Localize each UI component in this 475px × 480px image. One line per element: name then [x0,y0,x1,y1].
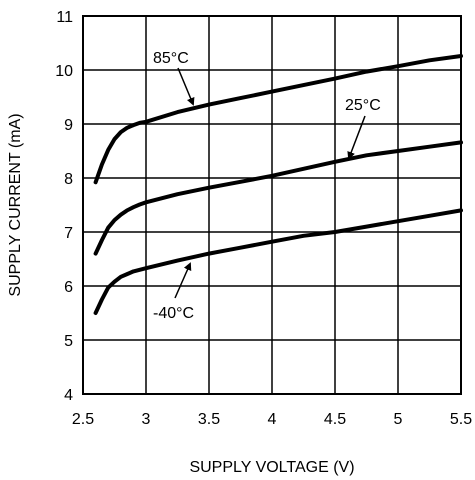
x-tick-label: 4.5 [324,411,346,428]
y-tick-label: 9 [64,117,73,134]
plot-frame [82,15,462,395]
y-axis-label: SUPPLY CURRENT (mA) [7,113,24,296]
x-tick-label: 5 [394,411,403,428]
arrow-minus40c [174,262,192,299]
y-tick-label: 10 [55,63,73,80]
annotations: 85°C 25°C -40°C [153,50,381,322]
series-lines [93,54,463,315]
x-axis-label: SUPPLY VOLTAGE (V) [189,459,354,476]
y-tick-label: 6 [64,279,73,296]
y-tick-label: 5 [64,333,73,350]
label-25c: 25°C [345,97,381,114]
y-tick-label: 7 [64,225,73,242]
series-line-0 [93,54,463,185]
x-tick-labels: 2.5 3 3.5 4 4.5 5 5.5 [72,411,472,428]
y-tick-label: 4 [64,387,73,404]
x-tick-label: 4 [268,411,277,428]
x-tick-label: 3 [142,411,151,428]
series-line-2 [93,208,463,315]
x-tick-label: 5.5 [450,411,472,428]
arrow-25c [347,115,366,160]
x-tick-label: 2.5 [72,411,94,428]
x-tick-label: 3.5 [198,411,220,428]
y-tick-label: 8 [64,171,73,188]
label-85c: 85°C [153,50,189,67]
y-tick-labels: 4 5 6 7 8 9 10 11 [55,9,73,404]
y-tick-label: 11 [56,9,73,26]
label-minus40c: -40°C [153,305,194,322]
arrow-85c [177,67,195,106]
series-line-1 [93,140,463,256]
grid [83,16,461,394]
